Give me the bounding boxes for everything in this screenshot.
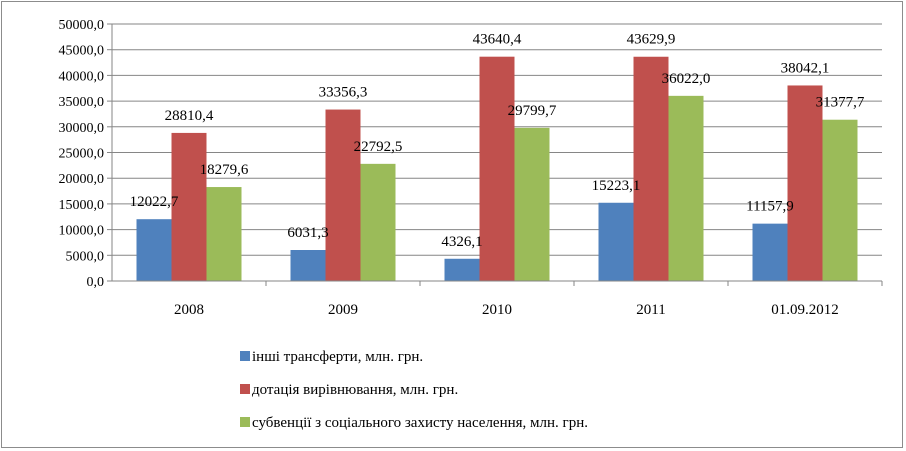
data-label: 36022,0 <box>662 71 711 87</box>
legend-label: дотація вирівнювання, млн. грн. <box>252 382 458 398</box>
data-label: 4326,1 <box>441 234 482 250</box>
y-tick-label: 35000,0 <box>59 95 105 110</box>
category-label: 01.09.2012 <box>771 302 839 318</box>
data-label: 43629,9 <box>627 32 676 48</box>
data-label: 15223,1 <box>592 178 641 194</box>
data-label: 22792,5 <box>354 139 403 155</box>
data-label: 43640,4 <box>473 32 522 48</box>
category-label: 2009 <box>328 302 358 318</box>
bar <box>633 56 669 282</box>
y-tick-label: 45000,0 <box>59 44 105 59</box>
y-tick-label: 10000,0 <box>59 224 105 239</box>
legend-label: інші трансферти, млн. грн. <box>252 349 423 365</box>
bar <box>787 85 823 281</box>
legend-label: субвенції з соціального захисту населенн… <box>252 415 588 431</box>
bar <box>444 258 480 281</box>
bar <box>171 132 207 281</box>
category-label: 2011 <box>636 302 665 318</box>
data-label: 11157,9 <box>746 199 794 215</box>
category-label: 2010 <box>482 302 512 318</box>
bar <box>598 202 634 281</box>
data-label: 28810,4 <box>165 108 214 124</box>
legend-swatch <box>240 384 250 394</box>
bar <box>206 187 242 281</box>
y-tick-label: 50000,0 <box>59 18 105 33</box>
bar <box>136 219 172 281</box>
bar <box>479 56 515 282</box>
y-tick-label: 5000,0 <box>66 249 105 264</box>
data-label: 38042,1 <box>781 60 830 76</box>
bar <box>325 109 361 281</box>
bar <box>822 119 858 281</box>
data-label: 12022,7 <box>130 194 179 210</box>
category-label: 2008 <box>174 302 204 318</box>
data-label: 33356,3 <box>319 85 368 101</box>
data-label: 6031,3 <box>287 225 328 241</box>
data-label: 31377,7 <box>816 95 865 111</box>
y-tick-label: 40000,0 <box>59 69 105 84</box>
bar <box>360 163 396 281</box>
bar <box>752 223 788 281</box>
y-tick-label: 20000,0 <box>59 172 105 187</box>
bar <box>290 249 326 281</box>
y-tick-label: 0,0 <box>87 275 105 290</box>
y-tick-label: 15000,0 <box>59 198 105 213</box>
y-tick-label: 30000,0 <box>59 121 105 136</box>
bar <box>514 127 550 281</box>
legend-swatch <box>240 351 250 361</box>
data-label: 18279,6 <box>200 162 249 178</box>
legend-swatch <box>240 417 250 427</box>
data-label: 29799,7 <box>508 103 557 119</box>
bar <box>668 95 704 281</box>
y-tick-label: 25000,0 <box>59 147 105 162</box>
